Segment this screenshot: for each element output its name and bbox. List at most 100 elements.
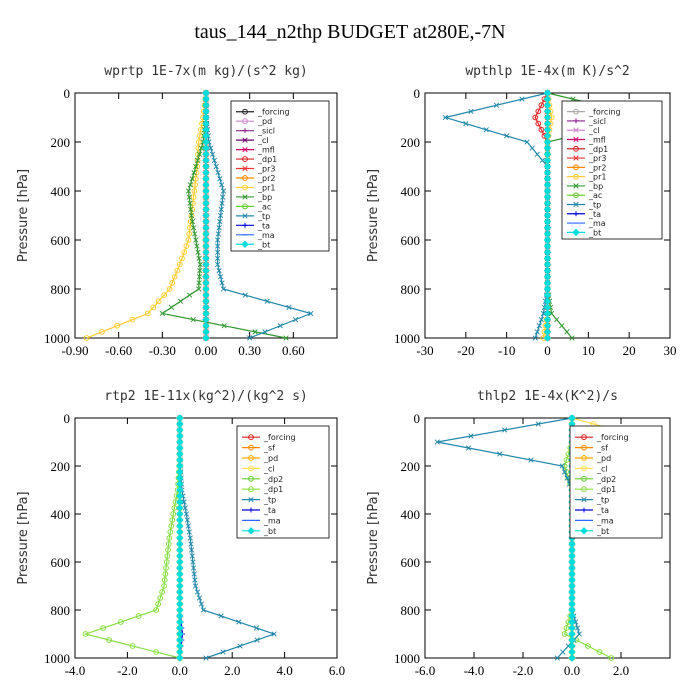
data-point [183,243,190,250]
plot-frame [424,417,671,659]
data-point [176,558,184,566]
data-point [189,176,195,182]
data-point [176,648,184,656]
x-tick-label: 2.0 [224,663,240,678]
data-point [168,304,175,311]
y-axis-label: Pressure [hPa] [16,169,31,262]
figure-title: taus_144_n2thp BUDGET at280E,-7N [194,21,505,43]
data-point [534,329,540,335]
data-point [218,182,225,188]
data-point [176,510,184,518]
data-point [163,559,170,565]
legend-entry: _ac [588,191,602,200]
legend-marker [581,507,587,513]
legend-marker [573,173,579,180]
data-point [196,274,203,280]
x-tick-label: -6.0 [415,663,436,678]
legend-entry: _pr2 [257,174,275,183]
x-tick-label: 4.0 [276,663,292,678]
legend-entry: _tp [263,496,276,505]
y-tick-label: 0 [414,86,421,101]
data-point [483,127,489,133]
data-point [186,529,192,535]
data-point [187,535,193,541]
data-point [568,636,576,644]
data-point [217,176,223,182]
x-tick-label: 0.30 [238,343,261,358]
legend-entry: _cl [588,126,600,135]
data-point [554,655,560,661]
y-axis-label: Pressure [hPa] [16,491,31,584]
data-point [185,237,192,243]
data-point [150,304,157,311]
data-point [220,649,226,655]
data-point [561,469,568,475]
data-point [254,637,260,643]
legend-marker [573,118,579,124]
data-point [164,553,171,559]
data-point [529,145,535,151]
data-point [220,188,227,194]
data-point [117,619,124,625]
data-point [220,194,226,200]
data-point [497,451,503,457]
data-point [504,133,510,139]
data-point [292,316,299,323]
data-point [543,334,552,342]
legend-marker [247,527,255,535]
data-point [203,655,209,661]
data-point [561,631,568,637]
legend-marker [581,496,587,503]
data-point [218,206,224,213]
legend-marker [573,164,579,171]
data-point [161,292,168,299]
data-point [608,655,615,661]
data-point [192,175,199,182]
data-point [560,649,566,655]
data-point [193,237,199,243]
y-tick-label: 800 [51,603,71,618]
legend-entry: _dp2 [263,475,283,484]
data-point [214,237,221,243]
legend-entry: _mfl [588,136,606,145]
data-point [181,249,188,256]
data-point [534,151,540,157]
data-point [135,613,142,619]
data-point [189,553,195,559]
legend-entry: _pr3 [588,154,606,163]
data-point [535,120,542,127]
series-line [443,92,549,339]
data-point [169,517,176,523]
data-point [157,595,164,601]
data-point [253,625,260,631]
data-point [493,102,500,108]
legend-marker [242,156,248,162]
data-point [242,292,248,298]
data-point [168,523,175,529]
data-point [564,475,570,481]
x-tick-label: 30 [664,343,677,358]
data-point [217,212,224,219]
data-point [528,457,534,463]
data-point [191,169,197,176]
y-tick-label: 1000 [44,651,70,666]
data-point [190,225,197,231]
legend-marker [242,128,248,134]
legend-marker [242,118,248,125]
legend-marker [581,444,587,451]
x-tick-label: -4.0 [65,663,86,678]
y-tick-label: 600 [401,555,421,570]
data-point [181,499,187,505]
data-point [538,316,545,323]
legend-marker [573,211,579,217]
y-tick-label: 400 [51,507,71,522]
data-point [166,535,173,541]
data-point [271,631,277,637]
data-point [188,206,194,213]
legend-entry: _pd [596,454,611,463]
data-point [176,546,184,554]
data-point [153,607,160,613]
legend-entry: _pr3 [257,165,275,174]
data-point [196,255,202,262]
data-point [165,541,172,547]
